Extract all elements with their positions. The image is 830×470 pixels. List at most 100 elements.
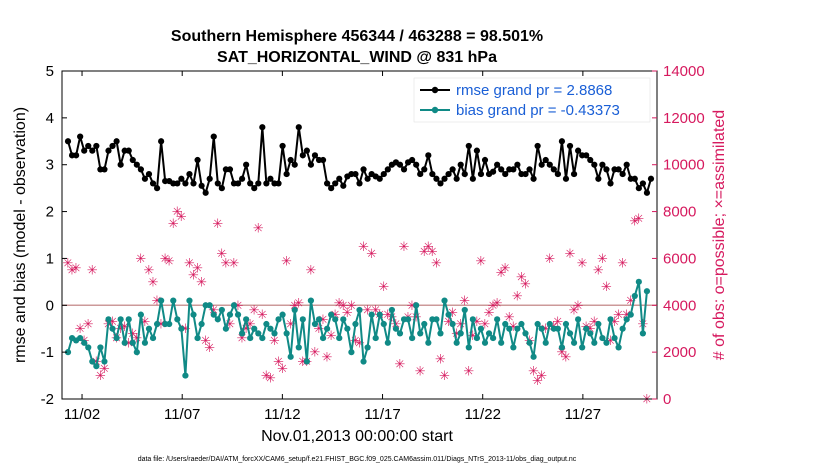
obs-count-marker: ✳ bbox=[148, 275, 159, 290]
x-tick-label: 11/02 bbox=[64, 406, 100, 423]
rmse-point bbox=[158, 138, 165, 145]
bias-point bbox=[425, 339, 432, 346]
rmse-point bbox=[129, 156, 136, 164]
legend: rmse grand pr = 2.8868 bias grand pr = -… bbox=[413, 77, 651, 123]
y-axis-label-right: # of obs: o=possible; ×=assimilated bbox=[711, 110, 728, 360]
obs-count-marker: ✳ bbox=[423, 240, 434, 255]
bias-point bbox=[186, 297, 193, 304]
obs-count-marker: ✳ bbox=[407, 299, 418, 314]
obs-count-marker: ✳ bbox=[338, 299, 349, 314]
obs-count-marker: ✳ bbox=[427, 245, 438, 260]
rmse-point bbox=[279, 142, 286, 150]
rmse-point bbox=[421, 166, 428, 173]
bias-point bbox=[554, 325, 561, 332]
obs-count-marker: ✳ bbox=[330, 308, 341, 323]
bias-point bbox=[635, 278, 642, 285]
bias-point bbox=[623, 316, 630, 323]
y-right-tick-label: 14000 bbox=[663, 63, 705, 80]
rmse-point bbox=[336, 175, 343, 182]
bias-point bbox=[319, 334, 327, 342]
obs-count-marker: ✳ bbox=[540, 322, 551, 337]
obs-count-marker: ✳ bbox=[172, 205, 183, 220]
rmse-point bbox=[101, 166, 108, 173]
bias-point bbox=[251, 325, 258, 332]
bias-point bbox=[238, 330, 246, 337]
rmse-point bbox=[319, 156, 327, 164]
obs-count-marker: ✳ bbox=[180, 322, 191, 337]
legend-bias-label: bias grand pr = -0.43373 bbox=[456, 102, 620, 119]
x-tick-label: 11/17 bbox=[364, 406, 400, 423]
obs-count-marker: ✳ bbox=[261, 369, 272, 384]
obs-count-marker: ✳ bbox=[196, 275, 207, 290]
obs-count-marker: ✳ bbox=[528, 364, 539, 379]
bias-point bbox=[473, 334, 481, 342]
obs-count-marker: ✳ bbox=[63, 257, 74, 272]
bias-point bbox=[542, 339, 549, 346]
obs-count-marker: ✳ bbox=[378, 280, 389, 295]
bias-point bbox=[352, 320, 359, 328]
y-right-tick-label: 2000 bbox=[663, 344, 696, 361]
bias-point bbox=[259, 334, 266, 342]
bias-point bbox=[210, 311, 217, 318]
obs-count-marker: ✳ bbox=[476, 254, 487, 269]
bias-point bbox=[376, 311, 383, 318]
obs-count-marker: ✳ bbox=[411, 311, 422, 326]
y-left-tick-label: 4 bbox=[46, 110, 54, 127]
rmse-point bbox=[465, 142, 472, 150]
rmse-point bbox=[303, 147, 310, 154]
obs-count-marker: ✳ bbox=[589, 315, 600, 330]
bias-point bbox=[514, 325, 521, 332]
rmse-point bbox=[145, 170, 153, 178]
obs-count-marker: ✳ bbox=[87, 264, 98, 279]
obs-count-marker: ✳ bbox=[273, 355, 284, 370]
bias-point bbox=[93, 363, 100, 370]
obs-count-marker: ✳ bbox=[305, 264, 316, 279]
obs-count-marker: ✳ bbox=[561, 350, 572, 365]
obs-count-marker: ✳ bbox=[83, 318, 94, 333]
bias-point bbox=[85, 344, 92, 351]
rmse-point bbox=[85, 142, 92, 150]
bias-point bbox=[311, 320, 319, 328]
bias-point bbox=[583, 325, 590, 332]
obs-count-marker: ✳ bbox=[237, 332, 248, 347]
rmse-point bbox=[105, 147, 112, 154]
obs-count-marker: ✳ bbox=[399, 240, 410, 255]
obs-count-marker: ✳ bbox=[241, 322, 252, 337]
bias-point bbox=[332, 316, 339, 323]
obs-count-marker: ✳ bbox=[208, 303, 219, 318]
obs-count-marker: ✳ bbox=[164, 254, 175, 269]
obs-count-marker: ✳ bbox=[204, 341, 215, 356]
bias-point bbox=[263, 320, 270, 328]
bias-point bbox=[364, 344, 371, 351]
rmse-point bbox=[413, 161, 420, 168]
bias-point bbox=[494, 316, 501, 323]
obs-count-marker: ✳ bbox=[629, 214, 640, 229]
y-left-tick-label: -2 bbox=[41, 391, 54, 408]
rmse-point bbox=[502, 170, 509, 178]
bias-point bbox=[465, 344, 472, 351]
obs-count-marker: ✳ bbox=[229, 257, 240, 272]
obs-count-marker: ✳ bbox=[354, 336, 365, 351]
rmse-point bbox=[198, 182, 205, 189]
rmse-point bbox=[384, 166, 391, 173]
bias-point bbox=[247, 334, 254, 342]
bias-point bbox=[510, 344, 517, 351]
rmse-point bbox=[113, 138, 120, 145]
rmse-point bbox=[550, 166, 557, 173]
obs-count-marker: ✳ bbox=[249, 303, 260, 318]
bias-point bbox=[255, 330, 262, 337]
bias-point bbox=[166, 320, 173, 328]
rmse-point bbox=[340, 182, 347, 189]
bias-point bbox=[587, 330, 594, 337]
obs-count-marker: ✳ bbox=[382, 308, 393, 323]
obs-count-marker: ✳ bbox=[613, 308, 624, 323]
rmse-point bbox=[234, 180, 242, 187]
obs-count-marker: ✳ bbox=[135, 252, 146, 267]
obs-count-marker: ✳ bbox=[585, 322, 596, 337]
rmse-point bbox=[206, 175, 213, 182]
bias-point bbox=[178, 325, 185, 332]
plot-area bbox=[62, 71, 657, 399]
bias-point bbox=[441, 297, 448, 304]
bias-point bbox=[409, 334, 416, 342]
rmse-point bbox=[631, 175, 638, 182]
